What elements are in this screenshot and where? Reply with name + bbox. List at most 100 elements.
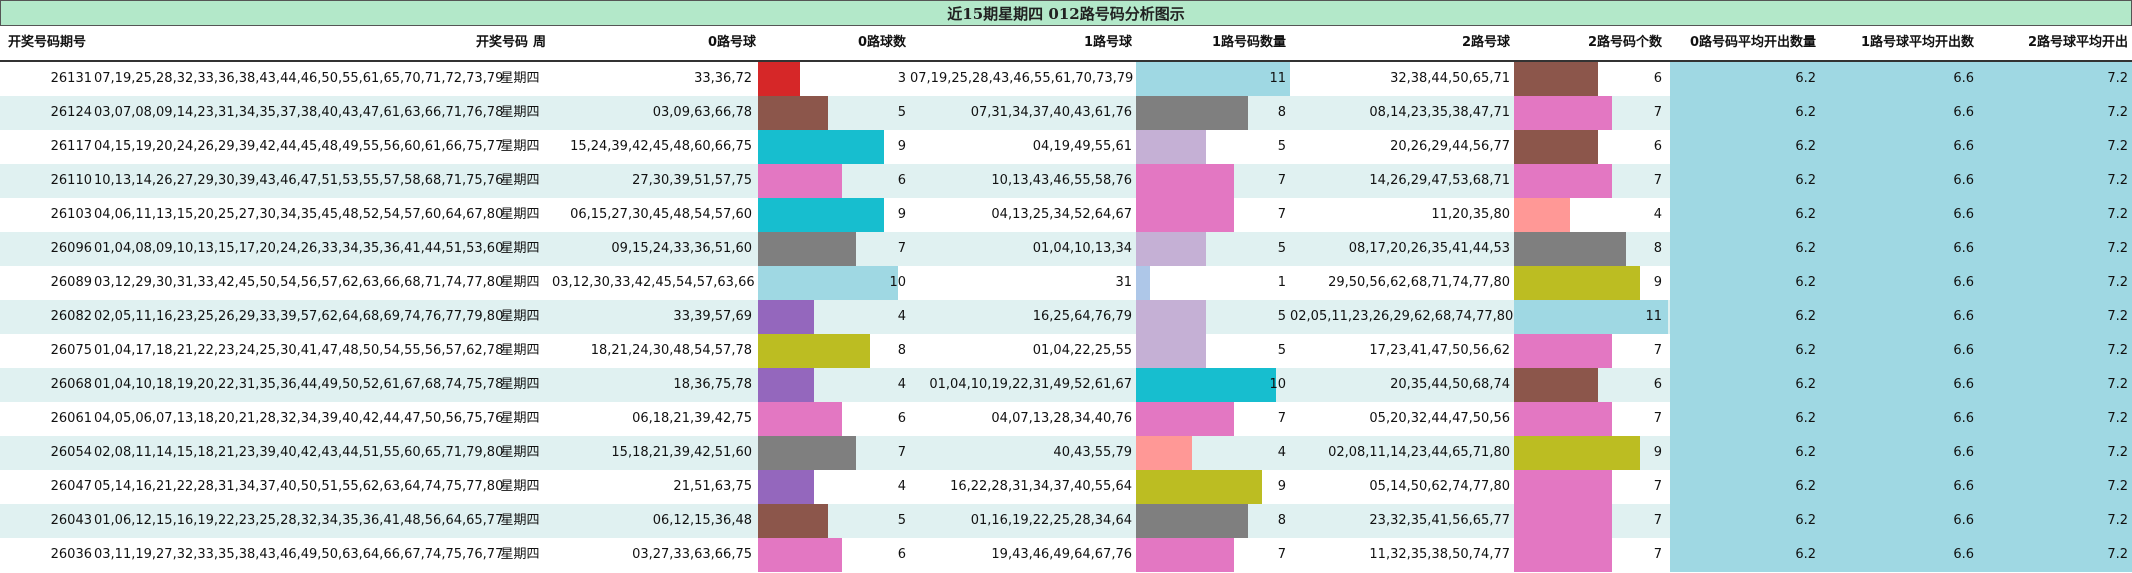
header-avg2: 2路号球平均开出: [2027, 35, 2128, 50]
table-row: 26054 02,08,11,14,15,18,21,23,39,40,42,43…: [0, 436, 2132, 470]
route1-average-cell: 6.6: [1953, 71, 1974, 86]
avg-band: [1670, 504, 2132, 538]
route2-balls-cell: 02,08,11,14,23,44,65,71,80: [1328, 445, 1510, 460]
route0-average-cell: 6.2: [1795, 309, 1816, 324]
route2-bar: [1514, 504, 1612, 538]
route0-average-cell: 6.2: [1795, 479, 1816, 494]
table-row: 26110 10,13,14,26,27,29,30,39,43,46,47,51…: [0, 164, 2132, 198]
numbers-cell: 01,04,10,18,19,20,22,31,35,36,44,49,50,5…: [94, 377, 504, 392]
route0-average-cell: 6.2: [1795, 105, 1816, 120]
route2-count-cell: 7: [1653, 411, 1662, 426]
header-numbers: 开奖号码: [475, 35, 528, 50]
numbers-cell: 03,07,08,09,14,23,31,34,35,37,38,40,43,4…: [94, 105, 504, 120]
numbers-cell: 03,12,29,30,31,33,42,45,50,54,56,57,62,6…: [94, 275, 504, 290]
period-cell: 26124: [50, 105, 92, 120]
route2-count-cell: 7: [1653, 547, 1662, 562]
table-row: 26117 04,15,19,20,24,26,29,39,42,44,45,48…: [0, 130, 2132, 164]
route2-average-cell: 7.2: [2107, 445, 2128, 460]
weekday-cell: 星期四: [500, 207, 540, 222]
route0-bar: [758, 266, 898, 300]
header-r0count: 0路球数: [857, 35, 906, 50]
route1-count-cell: 5: [1277, 139, 1286, 154]
table-row: 26082 02,05,11,16,23,25,26,29,33,39,57,62…: [0, 300, 2132, 334]
route2-bar: [1514, 130, 1598, 164]
route1-balls-cell: 16,22,28,31,34,37,40,55,64: [950, 479, 1132, 494]
route0-count-cell: 4: [897, 309, 906, 324]
route1-average-cell: 6.6: [1953, 377, 1974, 392]
weekday-cell: 星期四: [500, 275, 540, 290]
route1-count-cell: 7: [1277, 547, 1286, 562]
route1-count-cell: 11: [1269, 71, 1286, 86]
route1-balls-cell: 31: [1115, 275, 1132, 290]
route0-average-cell: 6.2: [1795, 411, 1816, 426]
route2-average-cell: 7.2: [2107, 479, 2128, 494]
route0-average-cell: 6.2: [1795, 275, 1816, 290]
route1-bar: [1136, 62, 1290, 96]
numbers-cell: 10,13,14,26,27,29,30,39,43,46,47,51,53,5…: [94, 173, 504, 188]
route0-bar: [758, 198, 884, 232]
route1-bar: [1136, 436, 1192, 470]
route0-balls-cell: 33,36,72: [694, 71, 752, 86]
period-cell: 26043: [50, 513, 92, 528]
route1-bar: [1136, 538, 1234, 572]
route1-bar: [1136, 334, 1206, 368]
route2-balls-cell: 14,26,29,47,53,68,71: [1369, 173, 1510, 188]
route0-balls-cell: 18,21,24,30,48,54,57,78: [590, 343, 752, 358]
route2-average-cell: 7.2: [2107, 411, 2128, 426]
route1-balls-cell: 04,13,25,34,52,64,67: [991, 207, 1132, 222]
route0-bar: [758, 334, 870, 368]
route1-count-cell: 7: [1277, 173, 1286, 188]
route1-balls-cell: 04,07,13,28,34,40,76: [991, 411, 1132, 426]
route2-bar: [1514, 232, 1626, 266]
route1-count-cell: 5: [1277, 309, 1286, 324]
route1-average-cell: 6.6: [1953, 411, 1974, 426]
route0-bar: [758, 96, 828, 130]
route2-count-cell: 7: [1653, 513, 1662, 528]
route0-balls-cell: 03,27,33,63,66,75: [632, 547, 752, 562]
route0-balls-cell: 33,39,57,69: [673, 309, 752, 324]
table-row: 26068 01,04,10,18,19,20,22,31,35,36,44,49…: [0, 368, 2132, 402]
route0-bar: [758, 504, 828, 538]
route1-average-cell: 6.6: [1953, 547, 1974, 562]
route2-balls-cell: 11,20,35,80: [1431, 207, 1510, 222]
weekday-cell: 星期四: [500, 547, 540, 562]
route1-count-cell: 10: [1269, 377, 1286, 392]
avg-band: [1670, 436, 2132, 470]
route1-bar: [1136, 198, 1234, 232]
route2-bar: [1514, 368, 1598, 402]
route0-count-cell: 6: [897, 547, 906, 562]
avg-band: [1670, 402, 2132, 436]
route1-count-cell: 8: [1277, 105, 1286, 120]
route2-balls-cell: 08,14,23,35,38,47,71: [1369, 105, 1510, 120]
route1-bar: [1136, 232, 1206, 266]
route1-count-cell: 5: [1277, 343, 1286, 358]
route1-balls-cell: 19,43,46,49,64,67,76: [991, 547, 1132, 562]
table-row: 26061 04,05,06,07,13,18,20,21,28,32,34,39…: [0, 402, 2132, 436]
route1-average-cell: 6.6: [1953, 173, 1974, 188]
route0-count-cell: 7: [897, 445, 906, 460]
route1-bar: [1136, 300, 1206, 334]
route0-balls-cell: 18,36,75,78: [673, 377, 752, 392]
route1-bar: [1136, 266, 1150, 300]
numbers-cell: 07,19,25,28,32,33,36,38,43,44,46,50,55,6…: [94, 71, 504, 86]
numbers-cell: 01,04,17,18,21,22,23,24,25,30,41,47,48,5…: [94, 343, 504, 358]
route0-average-cell: 6.2: [1795, 343, 1816, 358]
header-period: 开奖号码期号: [8, 35, 87, 50]
table-row: 26124 03,07,08,09,14,23,31,34,35,37,38,40…: [0, 96, 2132, 130]
route0-balls-cell: 27,30,39,51,57,75: [632, 173, 752, 188]
route0-balls-cell: 09,15,24,33,36,51,60: [611, 241, 752, 256]
avg-band: [1670, 300, 2132, 334]
header-avg0: 0路号码平均开出数量: [1689, 35, 1816, 50]
weekday-cell: 星期四: [500, 241, 540, 256]
numbers-cell: 04,06,11,13,15,20,25,27,30,34,35,45,48,5…: [94, 207, 504, 222]
route0-balls-cell: 21,51,63,75: [673, 479, 752, 494]
table-row: 26043 01,06,12,15,16,19,22,23,25,28,32,34…: [0, 504, 2132, 538]
period-cell: 26075: [50, 343, 92, 358]
route2-average-cell: 7.2: [2107, 241, 2128, 256]
route2-balls-cell: 17,23,41,47,50,56,62: [1369, 343, 1510, 358]
header-r1: 1路号球: [1083, 35, 1132, 50]
period-cell: 26054: [50, 445, 92, 460]
route2-count-cell: 6: [1653, 71, 1662, 86]
route0-average-cell: 6.2: [1795, 207, 1816, 222]
route2-balls-cell: 20,35,44,50,68,74: [1390, 377, 1510, 392]
